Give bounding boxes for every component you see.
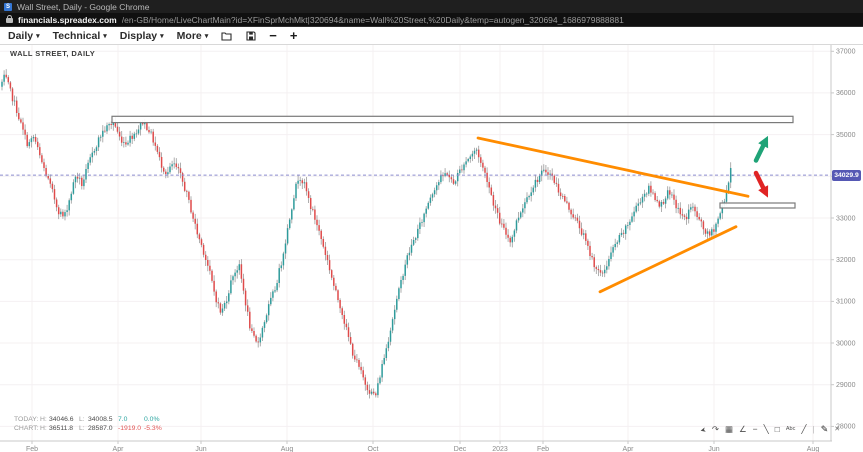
y-axis-label: 32000 bbox=[836, 257, 856, 264]
x-axis-label: Feb bbox=[26, 446, 38, 452]
last-price-badge: 34029.9 bbox=[832, 169, 861, 181]
open-folder-icon[interactable] bbox=[221, 31, 233, 41]
chevron-down-icon: ▾ bbox=[204, 33, 209, 40]
chart-stats: TODAY: H: 34046.6 L: 34008.5 7.0 0.0% CH… bbox=[14, 416, 168, 433]
menu-technical-label: Technical bbox=[52, 29, 101, 42]
candlestick-series bbox=[1, 69, 734, 399]
today-low: 34008.5 bbox=[88, 416, 113, 423]
high-label: H: bbox=[40, 424, 47, 432]
zoom-out-button[interactable]: − bbox=[269, 28, 277, 43]
text-tool-icon[interactable]: Abc bbox=[785, 425, 796, 432]
menu-more-label: More bbox=[176, 29, 202, 42]
x-axis-label: Apr bbox=[113, 446, 125, 452]
chart-stats-row: CHART: H: 36511.8 L: 28587.0 -1919.0 -5.… bbox=[14, 425, 168, 434]
y-axis-label: 28000 bbox=[836, 424, 856, 431]
x-axis-label: Aug bbox=[281, 446, 294, 452]
window-title: Wall Street, Daily - Google Chrome bbox=[17, 1, 150, 12]
x-axis-label: Apr bbox=[623, 446, 635, 452]
lower-support-zone[interactable] bbox=[719, 202, 796, 209]
pencil-tool-icon[interactable]: ✎ bbox=[820, 424, 829, 434]
horizontal-line-tool-icon[interactable]: − bbox=[752, 424, 758, 435]
save-icon[interactable] bbox=[246, 30, 256, 41]
x-axis-label: Oct bbox=[368, 446, 379, 452]
trendline-tool-icon[interactable]: ╲ bbox=[763, 424, 769, 435]
chevron-down-icon: ▾ bbox=[36, 33, 40, 40]
chart-toolbar: Daily ▾ Technical ▾ Display ▾ More ▾ − + bbox=[0, 27, 863, 45]
y-axis-label: 36000 bbox=[836, 90, 856, 97]
menu-display[interactable]: Display ▾ bbox=[120, 30, 164, 42]
high-label: H: bbox=[40, 416, 47, 423]
today-change-pct: 0.0% bbox=[144, 416, 160, 423]
bullish-green-arrow[interactable] bbox=[753, 135, 769, 163]
url-domain: financials.spreadex.com bbox=[18, 14, 117, 25]
toolbar-separator: | bbox=[812, 424, 815, 435]
menu-daily-label: Daily bbox=[8, 29, 34, 42]
x-axis-label: Dec bbox=[454, 446, 467, 452]
grid-icon[interactable]: ▦ bbox=[725, 424, 734, 435]
y-axis-label: 29000 bbox=[836, 382, 856, 389]
today-high: 34046.6 bbox=[49, 416, 74, 423]
chart-area: 3700036000350003400033000320003100030000… bbox=[0, 45, 863, 452]
candlestick-chart[interactable]: 3700036000350003400033000320003100030000… bbox=[0, 45, 863, 452]
menu-display-label: Display bbox=[119, 29, 158, 42]
chart-high: 36511.8 bbox=[49, 424, 74, 432]
rectangle-tool-icon[interactable]: □ bbox=[774, 424, 780, 435]
chevron-down-icon: ▾ bbox=[103, 33, 107, 40]
browser-title-bar: S Wall Street, Daily - Google Chrome bbox=[0, 0, 863, 13]
drawing-tools-strip: ➤ ↷ ▦ ∠ − ╲ □ Abc ╱ | ✎ ✕ bbox=[699, 424, 841, 435]
upper-resistance-zone[interactable] bbox=[111, 115, 794, 124]
x-axis-label: Jun bbox=[708, 446, 719, 452]
y-axis-label: 33000 bbox=[836, 215, 856, 222]
site-favicon: S bbox=[4, 2, 12, 11]
zoom-in-button[interactable]: + bbox=[289, 28, 298, 43]
ray-tool-icon[interactable]: ╱ bbox=[801, 424, 807, 435]
chart-label: CHART: bbox=[14, 424, 39, 432]
y-axis-label: 31000 bbox=[836, 299, 856, 306]
chart-change-pct: -5.3% bbox=[144, 424, 162, 432]
bearish-red-arrow[interactable] bbox=[753, 170, 769, 198]
y-axis-label: 35000 bbox=[836, 132, 856, 139]
chart-title: WALL STREET, DAILY bbox=[10, 49, 96, 58]
ascending-orange-trendline[interactable] bbox=[598, 225, 738, 294]
y-axis-label: 30000 bbox=[836, 340, 856, 347]
x-axis-label: 2023 bbox=[492, 446, 508, 452]
close-icon[interactable]: ✕ bbox=[834, 426, 841, 433]
menu-technical[interactable]: Technical ▾ bbox=[53, 30, 107, 42]
cursor-icon[interactable]: ➤ bbox=[699, 425, 707, 434]
menu-daily[interactable]: Daily ▾ bbox=[8, 30, 40, 42]
x-axis-label: Aug bbox=[807, 446, 820, 452]
chart-low: 28587.0 bbox=[88, 424, 113, 432]
low-label: L: bbox=[79, 424, 85, 432]
x-axis-label: Jun bbox=[195, 446, 206, 452]
indicator-axes-icon[interactable]: ∠ bbox=[739, 424, 747, 435]
lock-icon bbox=[6, 15, 13, 23]
chevron-down-icon: ▾ bbox=[160, 33, 164, 40]
today-stats-row: TODAY: H: 34046.6 L: 34008.5 7.0 0.0% bbox=[14, 416, 168, 425]
x-axis-label: Feb bbox=[537, 446, 549, 452]
today-change: 7.0 bbox=[118, 416, 128, 423]
redo-arrow-icon[interactable]: ↷ bbox=[711, 424, 719, 435]
url-path: /en-GB/Home/LiveChartMain?id=XFinSprMchM… bbox=[121, 14, 624, 25]
today-label: TODAY: bbox=[14, 416, 39, 423]
low-label: L: bbox=[79, 416, 85, 423]
chart-change: -1919.0 bbox=[118, 424, 142, 432]
menu-more[interactable]: More ▾ bbox=[177, 30, 209, 42]
descending-orange-trendline[interactable] bbox=[476, 136, 750, 198]
address-bar[interactable]: financials.spreadex.com /en-GB/Home/Live… bbox=[0, 13, 863, 27]
y-axis-label: 37000 bbox=[836, 49, 856, 56]
